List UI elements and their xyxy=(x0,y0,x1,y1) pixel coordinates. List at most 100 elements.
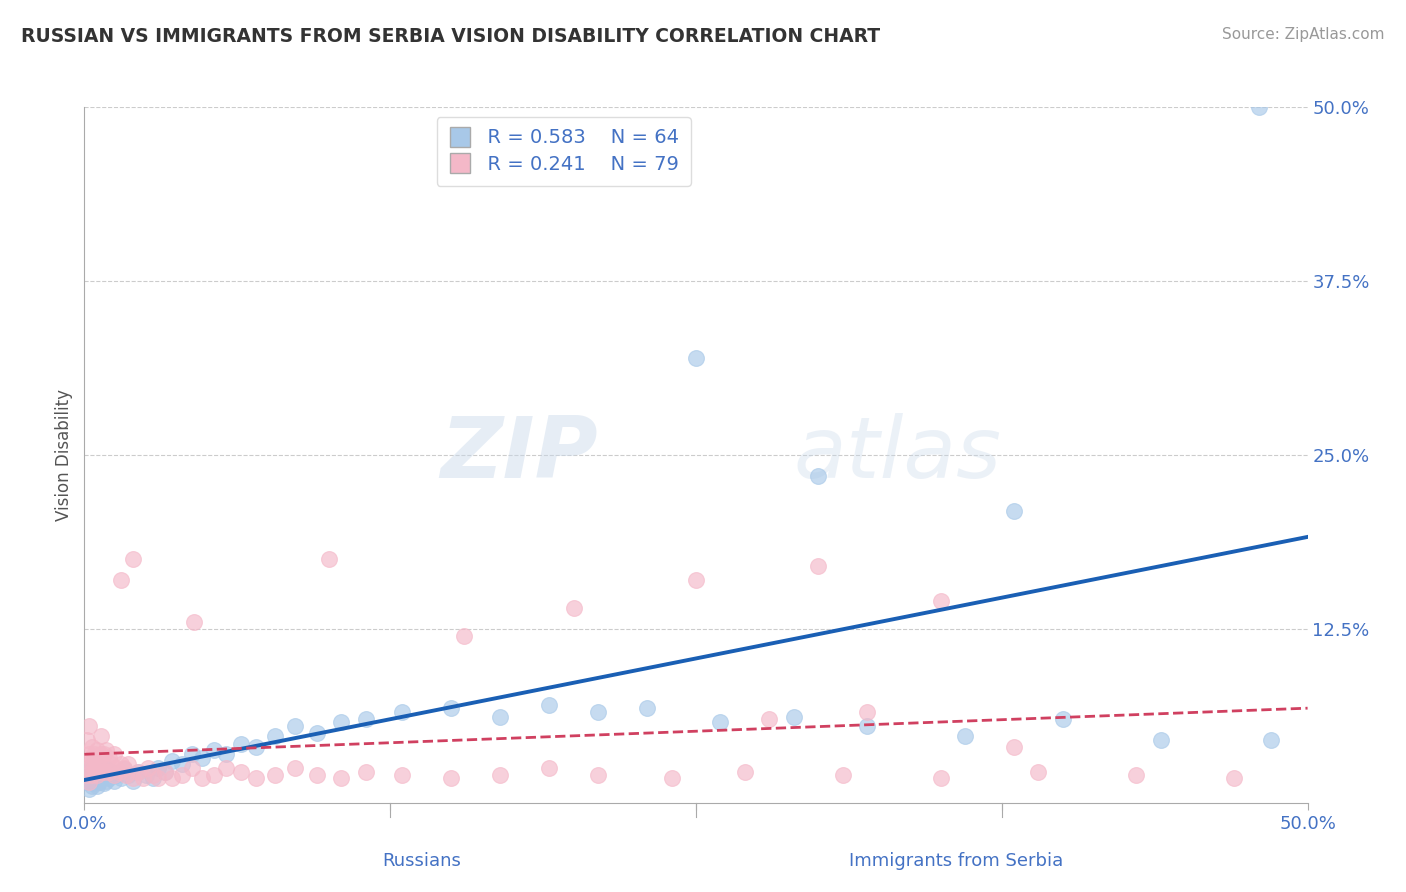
Point xyxy=(103,773,125,788)
Point xyxy=(146,771,169,785)
Point xyxy=(953,729,976,743)
Point xyxy=(83,761,105,775)
Point xyxy=(86,768,108,782)
Point xyxy=(181,747,204,761)
Point xyxy=(77,761,100,775)
Point xyxy=(783,709,806,723)
Point xyxy=(229,737,252,751)
Point xyxy=(86,779,108,793)
Point xyxy=(87,751,110,765)
Point xyxy=(86,761,108,775)
Point xyxy=(538,698,561,713)
Point xyxy=(489,709,512,723)
Point xyxy=(86,771,108,785)
Point xyxy=(90,729,112,743)
Point xyxy=(807,559,830,574)
Point xyxy=(77,747,100,761)
Point xyxy=(305,768,328,782)
Point xyxy=(110,771,132,785)
Point xyxy=(103,747,125,761)
Point xyxy=(202,743,225,757)
Point xyxy=(734,765,756,780)
Point xyxy=(100,765,122,780)
Point xyxy=(172,768,194,782)
Text: Immigrants from Serbia: Immigrants from Serbia xyxy=(849,852,1063,870)
Point xyxy=(117,756,139,771)
Point xyxy=(110,573,132,587)
Point xyxy=(115,768,138,782)
Point xyxy=(77,781,100,796)
Point xyxy=(96,761,118,775)
Point xyxy=(172,756,194,771)
Point xyxy=(229,765,252,780)
Text: atlas: atlas xyxy=(794,413,1002,497)
Point xyxy=(709,715,731,730)
Point xyxy=(284,761,307,775)
Point xyxy=(97,765,120,780)
Point xyxy=(929,771,952,785)
Point xyxy=(80,779,103,793)
Point xyxy=(183,615,205,629)
Point xyxy=(215,747,238,761)
Point xyxy=(83,754,105,768)
Point xyxy=(93,765,115,780)
Point xyxy=(77,719,100,733)
Text: Russians: Russians xyxy=(382,852,461,870)
Point xyxy=(215,761,238,775)
Point xyxy=(245,771,267,785)
Point xyxy=(202,768,225,782)
Point xyxy=(90,771,112,785)
Point xyxy=(132,771,155,785)
Point xyxy=(117,768,139,782)
Point xyxy=(330,771,353,785)
Point xyxy=(1002,503,1025,517)
Point xyxy=(586,768,609,782)
Point xyxy=(87,765,110,780)
Point xyxy=(562,601,585,615)
Point xyxy=(96,773,118,788)
Point xyxy=(146,761,169,775)
Point xyxy=(538,761,561,775)
Point xyxy=(87,765,110,780)
Point xyxy=(77,775,100,789)
Point xyxy=(83,776,105,790)
Point xyxy=(112,761,135,775)
Point xyxy=(83,747,105,761)
Point xyxy=(122,552,145,566)
Point xyxy=(807,468,830,483)
Point xyxy=(83,765,105,780)
Point xyxy=(354,712,377,726)
Point xyxy=(127,765,149,780)
Point xyxy=(191,751,214,765)
Point xyxy=(90,761,112,775)
Point xyxy=(97,751,120,765)
Point xyxy=(181,761,204,775)
Point xyxy=(191,771,214,785)
Point xyxy=(245,740,267,755)
Point xyxy=(80,754,103,768)
Point xyxy=(318,552,340,566)
Point xyxy=(112,763,135,777)
Point xyxy=(586,706,609,720)
Point xyxy=(93,776,115,790)
Point xyxy=(856,719,879,733)
Point xyxy=(831,768,853,782)
Point xyxy=(685,351,707,365)
Point xyxy=(96,763,118,777)
Point xyxy=(162,771,184,785)
Point xyxy=(264,729,287,743)
Point xyxy=(105,761,128,775)
Point xyxy=(489,768,512,782)
Point xyxy=(153,765,176,780)
Text: RUSSIAN VS IMMIGRANTS FROM SERBIA VISION DISABILITY CORRELATION CHART: RUSSIAN VS IMMIGRANTS FROM SERBIA VISION… xyxy=(21,27,880,45)
Point xyxy=(77,761,100,775)
Point xyxy=(76,765,98,780)
Point xyxy=(1125,768,1147,782)
Point xyxy=(100,756,122,771)
Point xyxy=(391,768,413,782)
Point xyxy=(856,706,879,720)
Point xyxy=(136,761,159,775)
Point xyxy=(1260,733,1282,747)
Point xyxy=(76,754,98,768)
Text: Source: ZipAtlas.com: Source: ZipAtlas.com xyxy=(1222,27,1385,42)
